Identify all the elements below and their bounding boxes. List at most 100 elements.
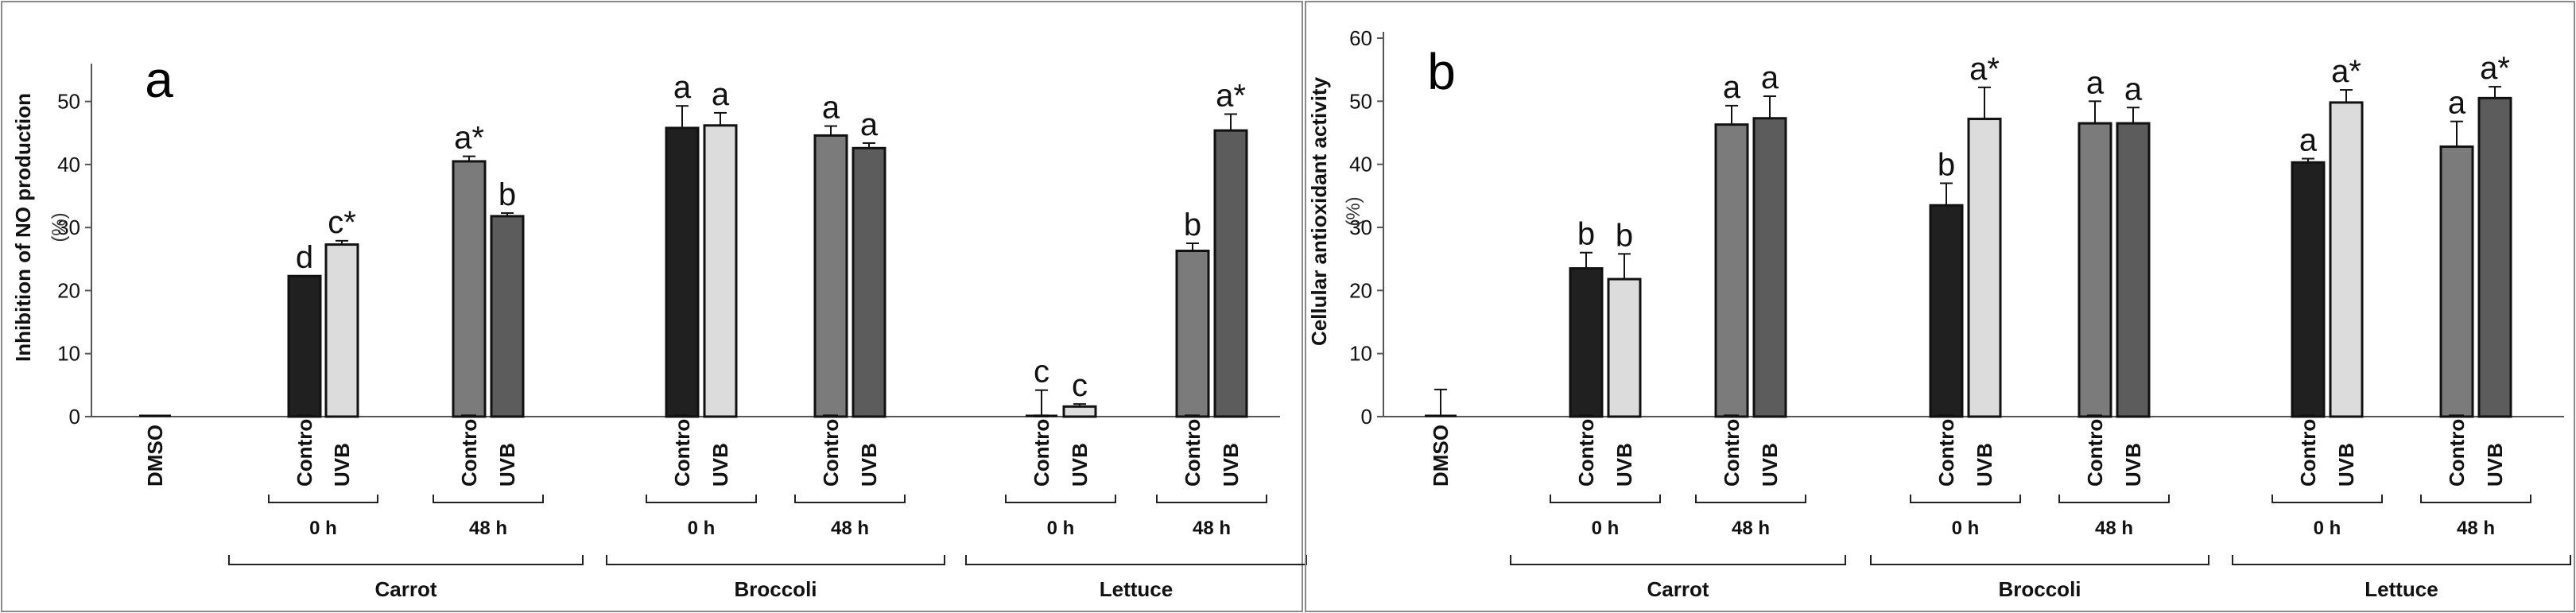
time-label: 48 h xyxy=(2095,518,2133,539)
x-category-label: UVB xyxy=(1219,443,1243,487)
panel-b: 0 10 20 30 40 50 60 Cellular antioxidant activi… xyxy=(1305,1,2575,612)
group-label: Carrot xyxy=(1647,577,1709,601)
y-tick-label: 10 xyxy=(57,342,80,366)
bar xyxy=(1967,118,2002,418)
bar xyxy=(1714,123,1749,418)
group-label: Lettuce xyxy=(1100,577,1173,601)
time-label: 48 h xyxy=(1732,518,1770,539)
bar xyxy=(2439,145,2474,418)
significance-letter: a* xyxy=(2331,54,2361,89)
x-category-label: UVB xyxy=(857,443,881,487)
bar xyxy=(665,126,700,418)
y-tick-label: 10 xyxy=(1349,342,1372,366)
panel-label: a xyxy=(145,51,173,108)
x-category-label: Control xyxy=(1030,413,1053,487)
significance-letter: a* xyxy=(2480,51,2510,86)
y-tick-label: 0 xyxy=(1361,405,1372,429)
x-category-label: Control xyxy=(2296,413,2320,487)
group-label: Carrot xyxy=(374,577,436,601)
bar xyxy=(1213,129,1248,418)
group-label: Broccoli xyxy=(734,577,817,601)
y-axis-unit: (%) xyxy=(48,212,70,242)
y-tick-label: 40 xyxy=(57,153,80,177)
group-bracket xyxy=(228,555,584,565)
time-bracket xyxy=(433,495,544,503)
significance-letter: a xyxy=(1723,70,1741,105)
time-bracket xyxy=(1156,495,1267,503)
bar xyxy=(703,124,738,418)
time-label: 48 h xyxy=(469,518,507,539)
y-tick-label: 30 xyxy=(57,215,80,239)
group-label: Lettuce xyxy=(2365,577,2438,601)
x-category-label: UVB xyxy=(2121,443,2145,487)
bar xyxy=(2477,96,2512,418)
time-label: 48 h xyxy=(1193,518,1231,539)
significance-letter: a xyxy=(2124,72,2143,107)
significance-letter: b xyxy=(1616,218,1633,253)
panel-frame xyxy=(1,1,1303,612)
bar xyxy=(287,274,322,418)
x-category-label: DMSO xyxy=(143,425,167,487)
significance-letter: a xyxy=(860,107,879,142)
significance-letter: a* xyxy=(1969,52,2000,87)
bar xyxy=(2329,101,2364,418)
y-tick-label: 20 xyxy=(1349,278,1372,302)
group-bracket xyxy=(965,555,1307,565)
bar xyxy=(324,243,359,418)
y-axis-label: Cellular antioxidant activity xyxy=(1307,76,1331,346)
significance-letter: a xyxy=(2086,65,2105,100)
time-bracket xyxy=(268,495,378,503)
time-label: 0 h xyxy=(309,518,337,539)
time-label: 0 h xyxy=(1592,518,1620,539)
bar xyxy=(2077,122,2112,418)
y-tick-label: 0 xyxy=(69,405,80,429)
x-category-label: Control xyxy=(1181,413,1205,487)
significance-letter: c xyxy=(1034,355,1049,390)
y-axis-label: Inhibition of NO production xyxy=(11,93,35,362)
x-category-label: Control xyxy=(293,413,316,487)
significance-letter: b xyxy=(499,177,516,212)
x-category-label: UVB xyxy=(495,443,519,487)
group-bracket xyxy=(1870,555,2209,565)
y-tick-label: 20 xyxy=(57,278,80,302)
bar xyxy=(1175,250,1210,418)
time-bracket xyxy=(646,495,757,503)
x-category-label: UVB xyxy=(1758,443,1782,487)
y-axis-unit: (%) xyxy=(1343,196,1364,226)
bar xyxy=(2291,161,2326,418)
time-bracket xyxy=(1910,495,2021,503)
significance-letter: c xyxy=(1072,368,1088,403)
time-bracket xyxy=(1550,495,1661,503)
bar xyxy=(452,160,487,418)
x-category-label: UVB xyxy=(1612,443,1636,487)
group-bracket xyxy=(2232,555,2571,565)
significance-letter: a xyxy=(1761,60,1779,95)
time-bracket xyxy=(2058,495,2170,503)
time-bracket xyxy=(1695,495,1806,503)
time-label: 0 h xyxy=(1047,518,1075,539)
y-tick-label: 30 xyxy=(1349,215,1372,239)
group-bracket xyxy=(606,555,945,565)
bar xyxy=(813,134,848,418)
bar xyxy=(490,215,525,418)
x-category-label: UVB xyxy=(1068,443,1092,487)
bar xyxy=(1929,204,1964,418)
time-bracket xyxy=(2420,495,2531,503)
x-category-label: Control xyxy=(1574,413,1598,487)
time-bracket xyxy=(794,495,906,503)
significance-letter: a* xyxy=(454,121,484,156)
x-category-label: UVB xyxy=(2483,443,2507,487)
significance-letter: b xyxy=(1577,217,1595,252)
group-bracket xyxy=(1510,555,1846,565)
significance-letter: a xyxy=(2299,123,2318,158)
significance-letter: a xyxy=(822,91,840,126)
bar xyxy=(852,146,886,418)
x-category-label: Control xyxy=(2445,413,2469,487)
x-category-label: Control xyxy=(457,413,481,487)
significance-letter: a* xyxy=(1216,78,1246,113)
x-category-label: DMSO xyxy=(1429,425,1453,487)
y-tick-label: 40 xyxy=(1349,153,1372,177)
significance-letter: c* xyxy=(328,205,356,240)
x-category-label: Control xyxy=(1720,413,1744,487)
